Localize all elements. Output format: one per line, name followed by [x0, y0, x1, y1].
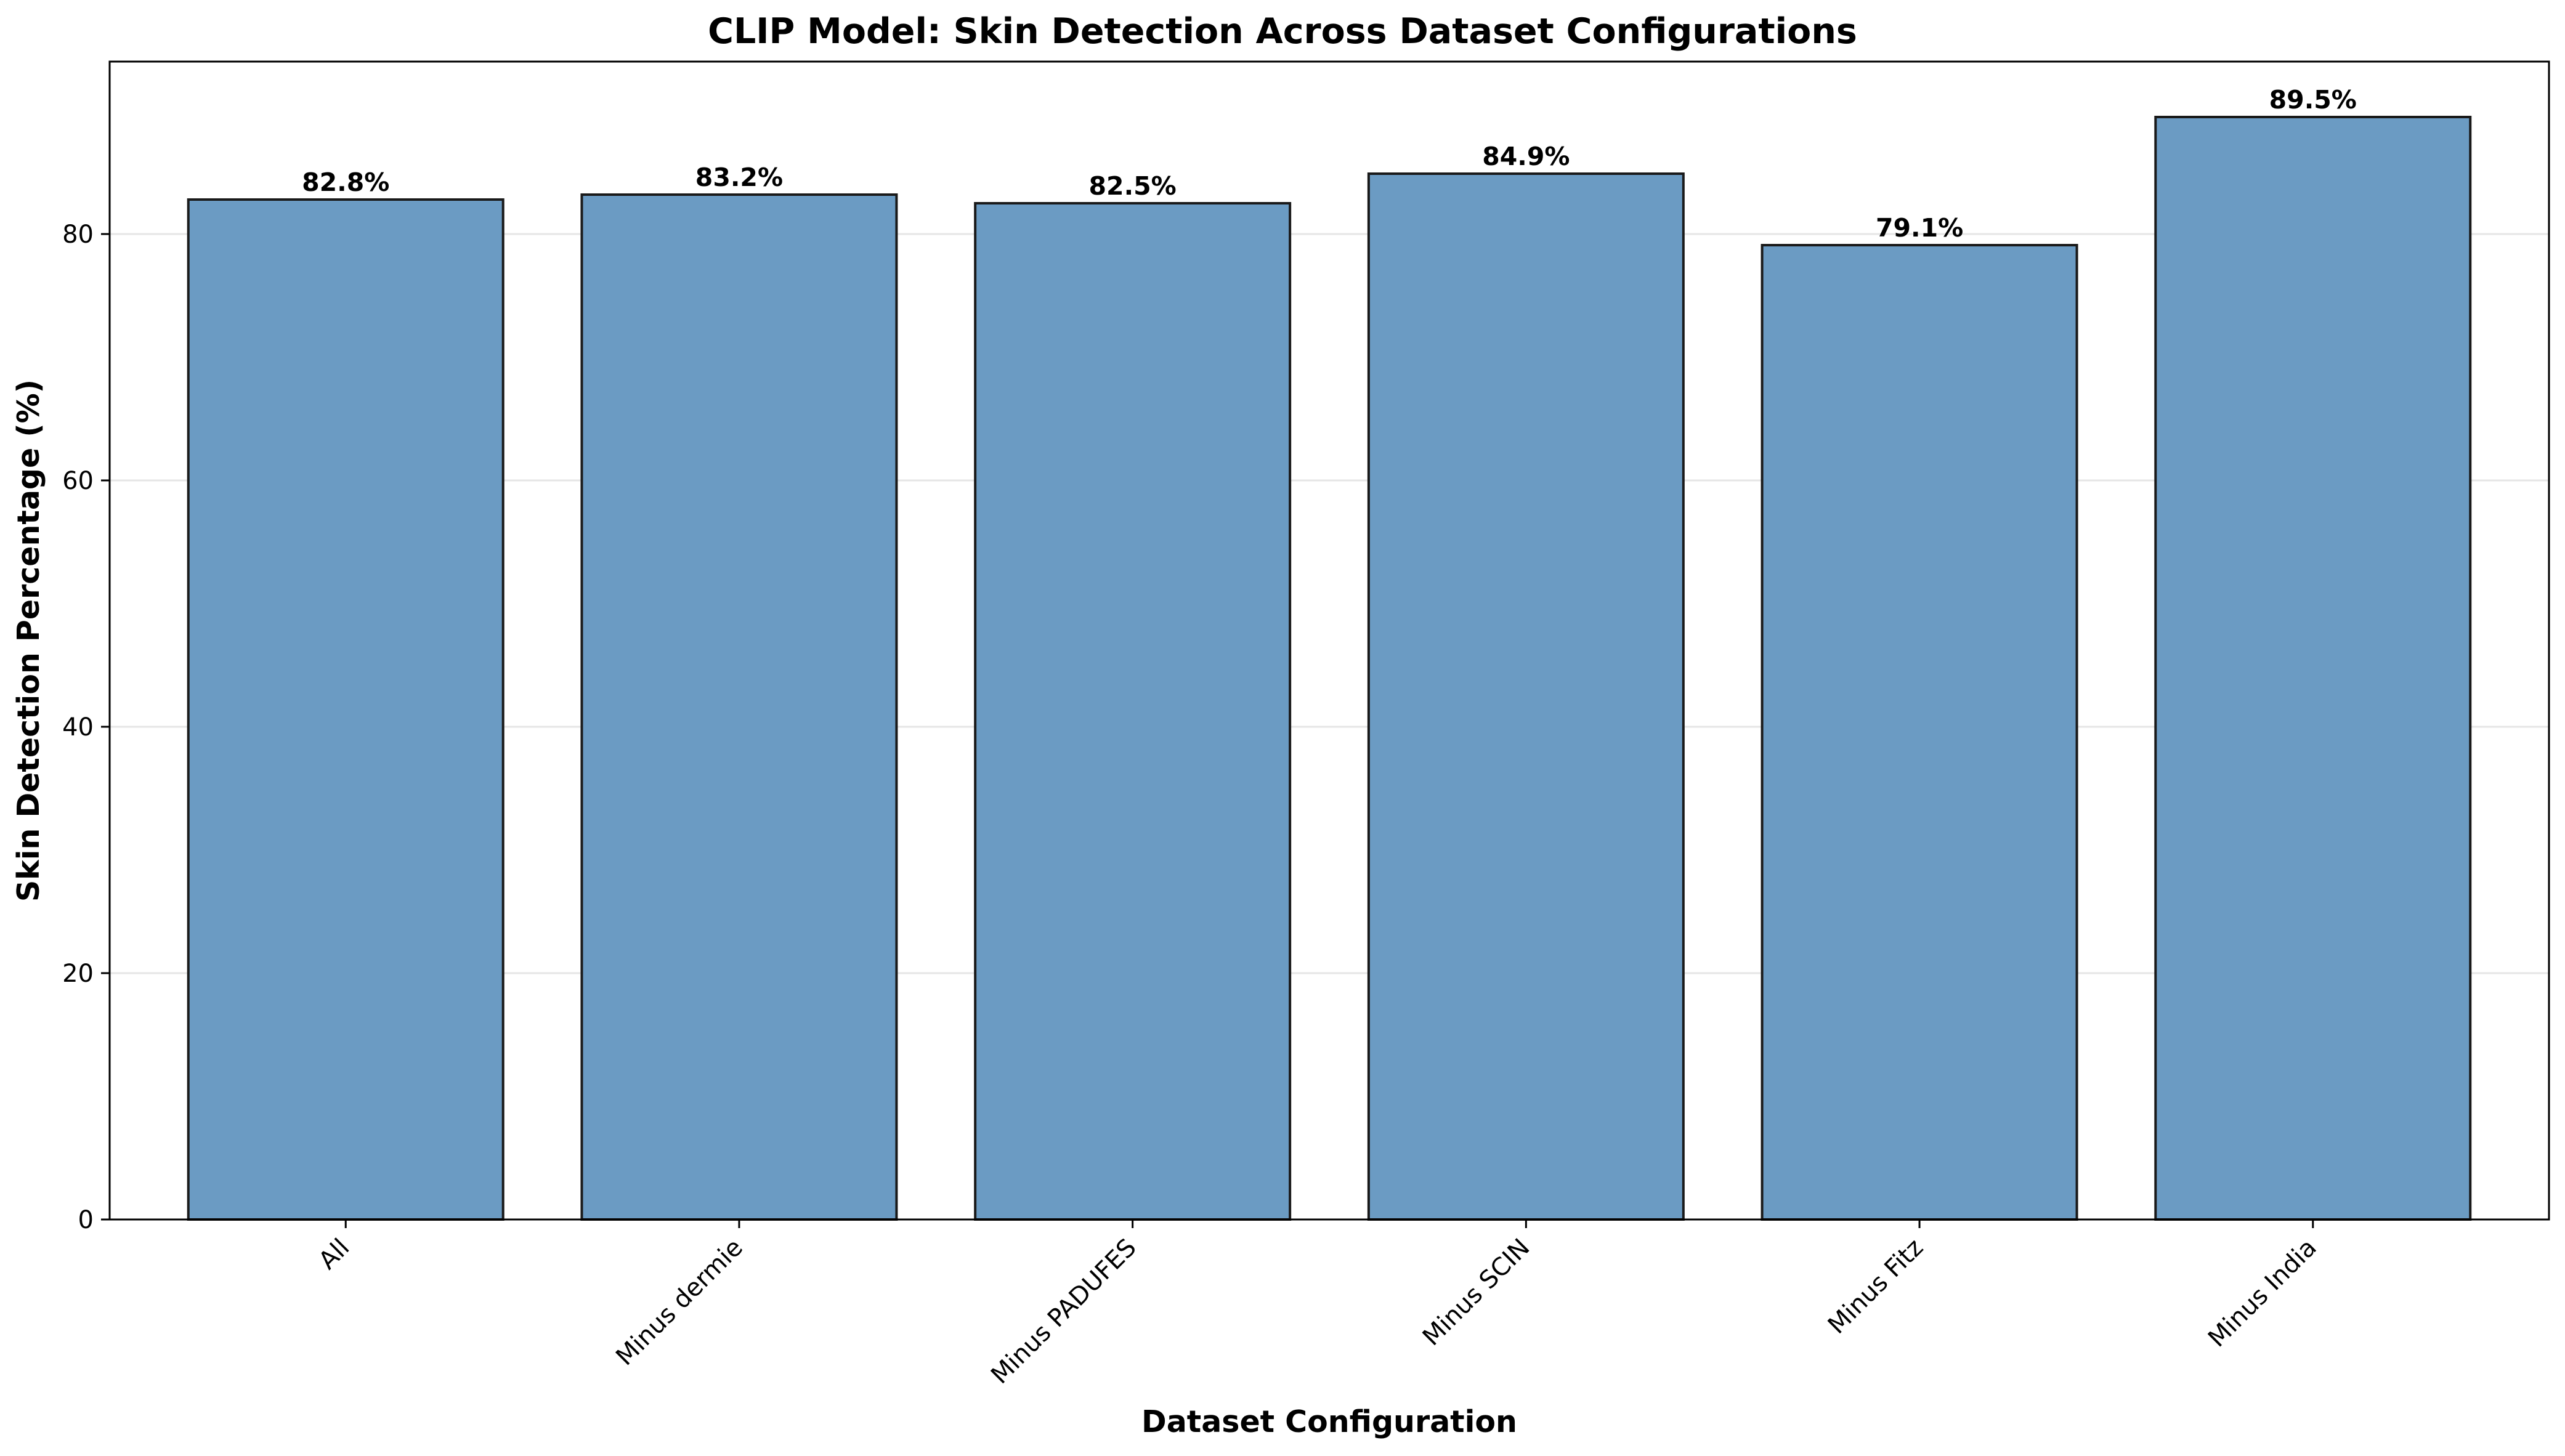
x-tick-label: Minus SCIN [1417, 1234, 1536, 1352]
bar-value-label: 82.8% [302, 168, 389, 197]
bar-value-label: 79.1% [1876, 213, 1963, 243]
grid-lines [110, 233, 2549, 974]
x-tick-label: Minus PADUFES [986, 1234, 1142, 1390]
bar [2154, 116, 2472, 1221]
x-tick-label: All [314, 1234, 355, 1276]
x-tick-label: Minus dermie [610, 1234, 748, 1372]
bar-value-label: 84.9% [1482, 142, 1570, 171]
x-axis-title: Dataset Configuration [1141, 1404, 1517, 1439]
y-axis-ticks: 0 20 40 60 80 [62, 220, 110, 1234]
y-tick-label: 60 [62, 467, 94, 495]
y-tick-label: 80 [62, 220, 94, 249]
x-axis-ticks: All Minus dermie Minus PADUFES Minus SCIN Mi… [314, 1219, 2322, 1389]
y-tick-label: 20 [62, 960, 94, 988]
bar [580, 193, 898, 1221]
bar [187, 198, 504, 1221]
y-tick-label: 40 [62, 713, 94, 742]
bar-value-label: 82.5% [1089, 171, 1177, 201]
chart-title: CLIP Model: Skin Detection Across Datase… [708, 11, 1857, 52]
y-axis-title: Skin Detection Percentage (%) [11, 379, 46, 902]
bar [1367, 172, 1685, 1221]
bar [974, 202, 1292, 1221]
plot-frame [108, 60, 2550, 1221]
x-tick-label: Minus India [2203, 1234, 2322, 1353]
bar-value-label: 83.2% [695, 163, 783, 192]
data-labels: 82.8% 83.2% 82.5% 84.9% 79.1% 89.5% [302, 85, 2357, 243]
bars [187, 116, 2472, 1221]
bar [1761, 244, 2078, 1221]
y-tick-label: 0 [78, 1206, 94, 1234]
x-tick-label: Minus Fitz [1823, 1234, 1929, 1340]
bar-value-label: 89.5% [2269, 85, 2357, 115]
